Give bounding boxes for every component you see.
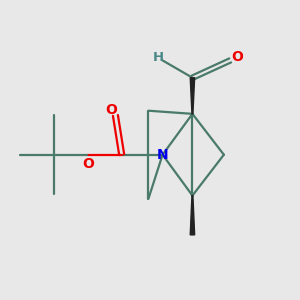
Text: O: O xyxy=(82,157,94,170)
Text: H: H xyxy=(153,51,164,64)
Text: O: O xyxy=(106,103,118,117)
Text: N: N xyxy=(157,148,168,162)
Text: O: O xyxy=(231,50,243,64)
Polygon shape xyxy=(190,196,195,235)
Polygon shape xyxy=(190,78,195,114)
